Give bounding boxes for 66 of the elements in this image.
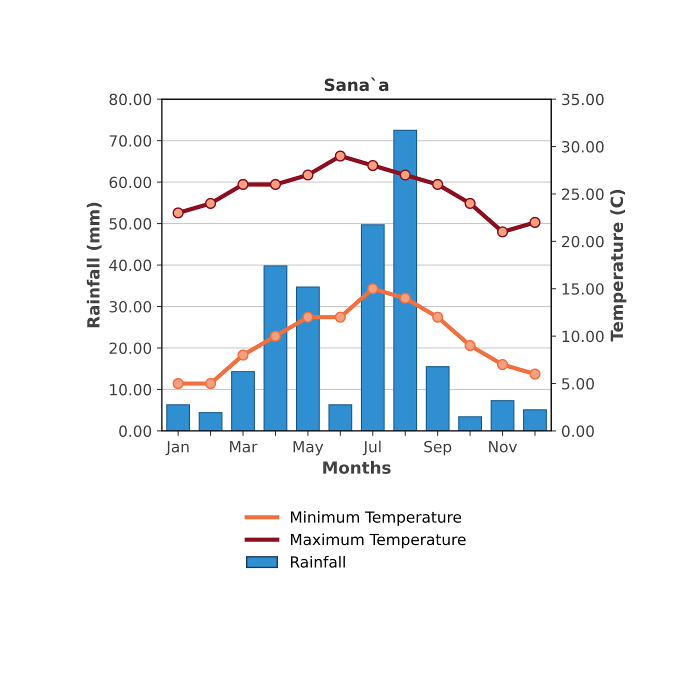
point (464, 198, 476, 209)
point (464, 340, 476, 352)
x-tick-label: Jan (166, 441, 189, 456)
y2-tick-label: 20.00 (562, 236, 604, 248)
bar (166, 404, 190, 431)
y-axis-title: Rainfall (mm) (86, 202, 102, 328)
point (205, 378, 216, 390)
point (496, 359, 508, 370)
point (270, 330, 282, 342)
y-tick-label: 60.00 (110, 176, 152, 188)
x-tick-label: Nov (489, 441, 517, 452)
bar (393, 130, 418, 431)
bar (523, 409, 547, 431)
y-tick-label: 40.00 (109, 260, 152, 272)
bar (264, 265, 288, 431)
point (496, 226, 508, 238)
bar (458, 416, 482, 431)
point (172, 378, 184, 390)
bar (198, 412, 222, 431)
point (302, 312, 314, 323)
bar (426, 366, 450, 431)
legend-label: Minimum Temperature (290, 511, 462, 526)
point (432, 178, 444, 190)
legend-label: Maximum Temperature (290, 533, 466, 548)
y-tick-label: 70.00 (110, 135, 152, 147)
point (334, 150, 346, 162)
bar (328, 404, 352, 431)
point (432, 312, 444, 323)
legend-label: Rainfall (290, 556, 345, 568)
y2-tick-label: 25.00 (562, 188, 604, 200)
point (529, 216, 541, 228)
point (529, 368, 541, 380)
y-tick-label: 20.00 (110, 342, 152, 354)
y2-tick-label: 30.00 (562, 141, 604, 153)
y-tick-label: 30.00 (110, 300, 152, 313)
bar (231, 371, 255, 431)
y-tick-label: 50.00 (110, 218, 152, 230)
bar (296, 286, 320, 431)
y2-tick-label: 35.00 (562, 94, 604, 106)
x-tick-label: Sep (424, 440, 452, 456)
y-tick-label: 80.00 (109, 94, 152, 106)
chart-title: Sana`a (324, 78, 388, 92)
point (270, 178, 282, 190)
point (367, 160, 378, 172)
bar (490, 400, 514, 431)
point (400, 292, 411, 304)
x-tick-label: May (294, 441, 324, 456)
point (172, 207, 184, 218)
x-tick-label: Mar (230, 441, 258, 452)
x-axis-title: Months (323, 460, 391, 474)
y2-tick-label: 0.00 (562, 425, 594, 437)
y2-tick-label: 5.00 (562, 378, 594, 390)
y-tick-label: 0.00 (119, 425, 152, 437)
y-tick-label: 10.00 (110, 384, 152, 396)
bar (360, 224, 385, 431)
point (237, 178, 249, 190)
point (334, 312, 346, 323)
point (237, 350, 249, 361)
point (205, 198, 216, 209)
point (400, 169, 411, 181)
point (367, 283, 378, 294)
x-tick-label: Jul (362, 440, 381, 456)
y2-tick-label: 15.00 (562, 283, 604, 295)
y2-tick-label: 10.00 (562, 330, 604, 342)
point (302, 169, 314, 181)
y2-axis-title: Temperature (C) (610, 190, 626, 342)
